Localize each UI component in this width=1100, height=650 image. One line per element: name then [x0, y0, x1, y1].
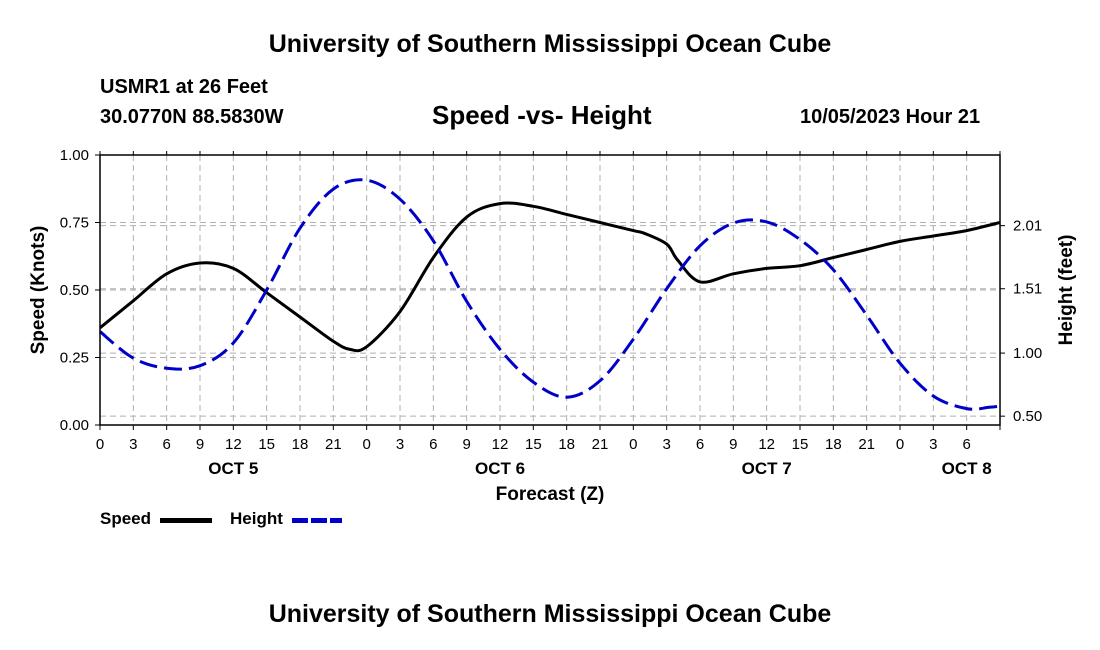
y-right-tick-label: 1.51 — [1013, 281, 1042, 298]
x-tick-label: 6 — [162, 436, 170, 453]
y-left-tick-label: 1.00 — [60, 147, 89, 164]
x-tick-label: 18 — [558, 436, 575, 453]
station-name: USMR1 at 26 Feet — [100, 76, 268, 98]
axes: 0 3 6 9 12 15 18 21 0 3 6 9 12 15 18 21 0 3 6 9 12 15 18 21 0 3 6 O… — [60, 147, 1042, 478]
x-tick-label: 9 — [196, 436, 204, 453]
x-tick-label: 3 — [929, 436, 937, 453]
page-title: University of Southern Mississippi Ocean… — [268, 30, 832, 58]
x-tick-label: 9 — [462, 436, 470, 453]
footer-title: University of Southern Mississippi Ocean… — [268, 600, 832, 628]
x-tick-label: 0 — [629, 436, 637, 453]
y-left-tick-label: 0.75 — [60, 215, 89, 232]
station-coordinates: 30.0770N 88.5830W — [100, 106, 284, 128]
legend-height-swatch — [292, 518, 342, 523]
x-tick-label: 6 — [962, 436, 970, 453]
series-line-height — [99, 178, 1001, 411]
y-left-tick-label: 0.25 — [60, 350, 89, 367]
date-label: OCT 5 — [208, 459, 258, 478]
y-right-tick-label: 1.00 — [1013, 345, 1042, 362]
x-tick-label: 21 — [325, 436, 342, 453]
x-tick-label: 6 — [696, 436, 704, 453]
legend-speed-label: Speed — [100, 509, 152, 528]
speed-height-chart: 0 3 6 9 12 15 18 21 0 3 6 9 12 15 18 21 0 3 6 9 12 15 18 21 0 3 6 O… — [28, 147, 1077, 505]
legend-height-label: Height — [230, 509, 283, 528]
y-left-tick-label: 0.50 — [60, 282, 89, 299]
x-tick-label: 6 — [429, 436, 437, 453]
x-tick-label: 12 — [758, 436, 775, 453]
grid — [100, 155, 1000, 425]
date-label: OCT 7 — [742, 459, 792, 478]
y-axis-right-label: Height (feet) — [1056, 235, 1077, 346]
x-tick-label: 15 — [792, 436, 809, 453]
chart-title: Speed -vs- Height — [432, 100, 652, 130]
y-axis-left-label: Speed (Knots) — [28, 226, 49, 355]
y-left-tick-label: 0.00 — [60, 417, 89, 434]
x-tick-label: 9 — [729, 436, 737, 453]
date-label: OCT 8 — [942, 459, 992, 478]
legend-speed-swatch — [160, 518, 212, 523]
y-right-tick-label: 2.01 — [1013, 218, 1042, 235]
x-tick-label: 21 — [858, 436, 875, 453]
series-group — [99, 178, 1001, 411]
date-label: OCT 6 — [475, 459, 525, 478]
x-tick-label: 18 — [292, 436, 309, 453]
x-tick-label: 0 — [362, 436, 370, 453]
x-tick-label: 18 — [825, 436, 842, 453]
y-right-tick-label: 0.50 — [1013, 408, 1042, 425]
forecast-datetime: 10/05/2023 Hour 21 — [800, 106, 981, 128]
x-tick-label: 0 — [896, 436, 904, 453]
x-tick-label: 3 — [396, 436, 404, 453]
x-tick-label: 12 — [225, 436, 242, 453]
x-tick-label: 0 — [96, 436, 104, 453]
x-axis-label: Forecast (Z) — [496, 484, 605, 505]
x-tick-label: 3 — [129, 436, 137, 453]
x-tick-label: 21 — [592, 436, 609, 453]
x-tick-label: 15 — [525, 436, 542, 453]
x-tick-label: 15 — [258, 436, 275, 453]
x-tick-label: 12 — [492, 436, 509, 453]
x-tick-label: 3 — [662, 436, 670, 453]
